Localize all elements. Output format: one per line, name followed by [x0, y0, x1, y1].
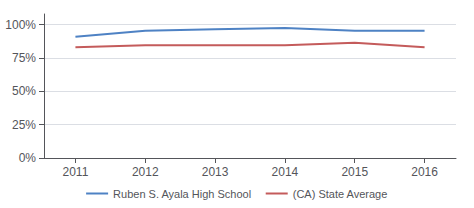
svg-text:100%: 100%	[5, 18, 36, 32]
svg-text:75%: 75%	[12, 51, 36, 65]
svg-text:0%: 0%	[19, 151, 37, 165]
svg-text:2014: 2014	[272, 165, 299, 179]
svg-text:2011: 2011	[63, 165, 89, 179]
svg-text:50%: 50%	[12, 84, 36, 98]
svg-text:25%: 25%	[12, 118, 36, 132]
svg-text:2012: 2012	[132, 165, 159, 179]
svg-text:2013: 2013	[202, 165, 229, 179]
svg-text:2015: 2015	[341, 165, 368, 179]
svg-text:Ruben S. Ayala High School: Ruben S. Ayala High School	[113, 188, 251, 200]
svg-text:(CA) State Average: (CA) State Average	[293, 188, 388, 200]
svg-text:2016: 2016	[411, 165, 438, 179]
